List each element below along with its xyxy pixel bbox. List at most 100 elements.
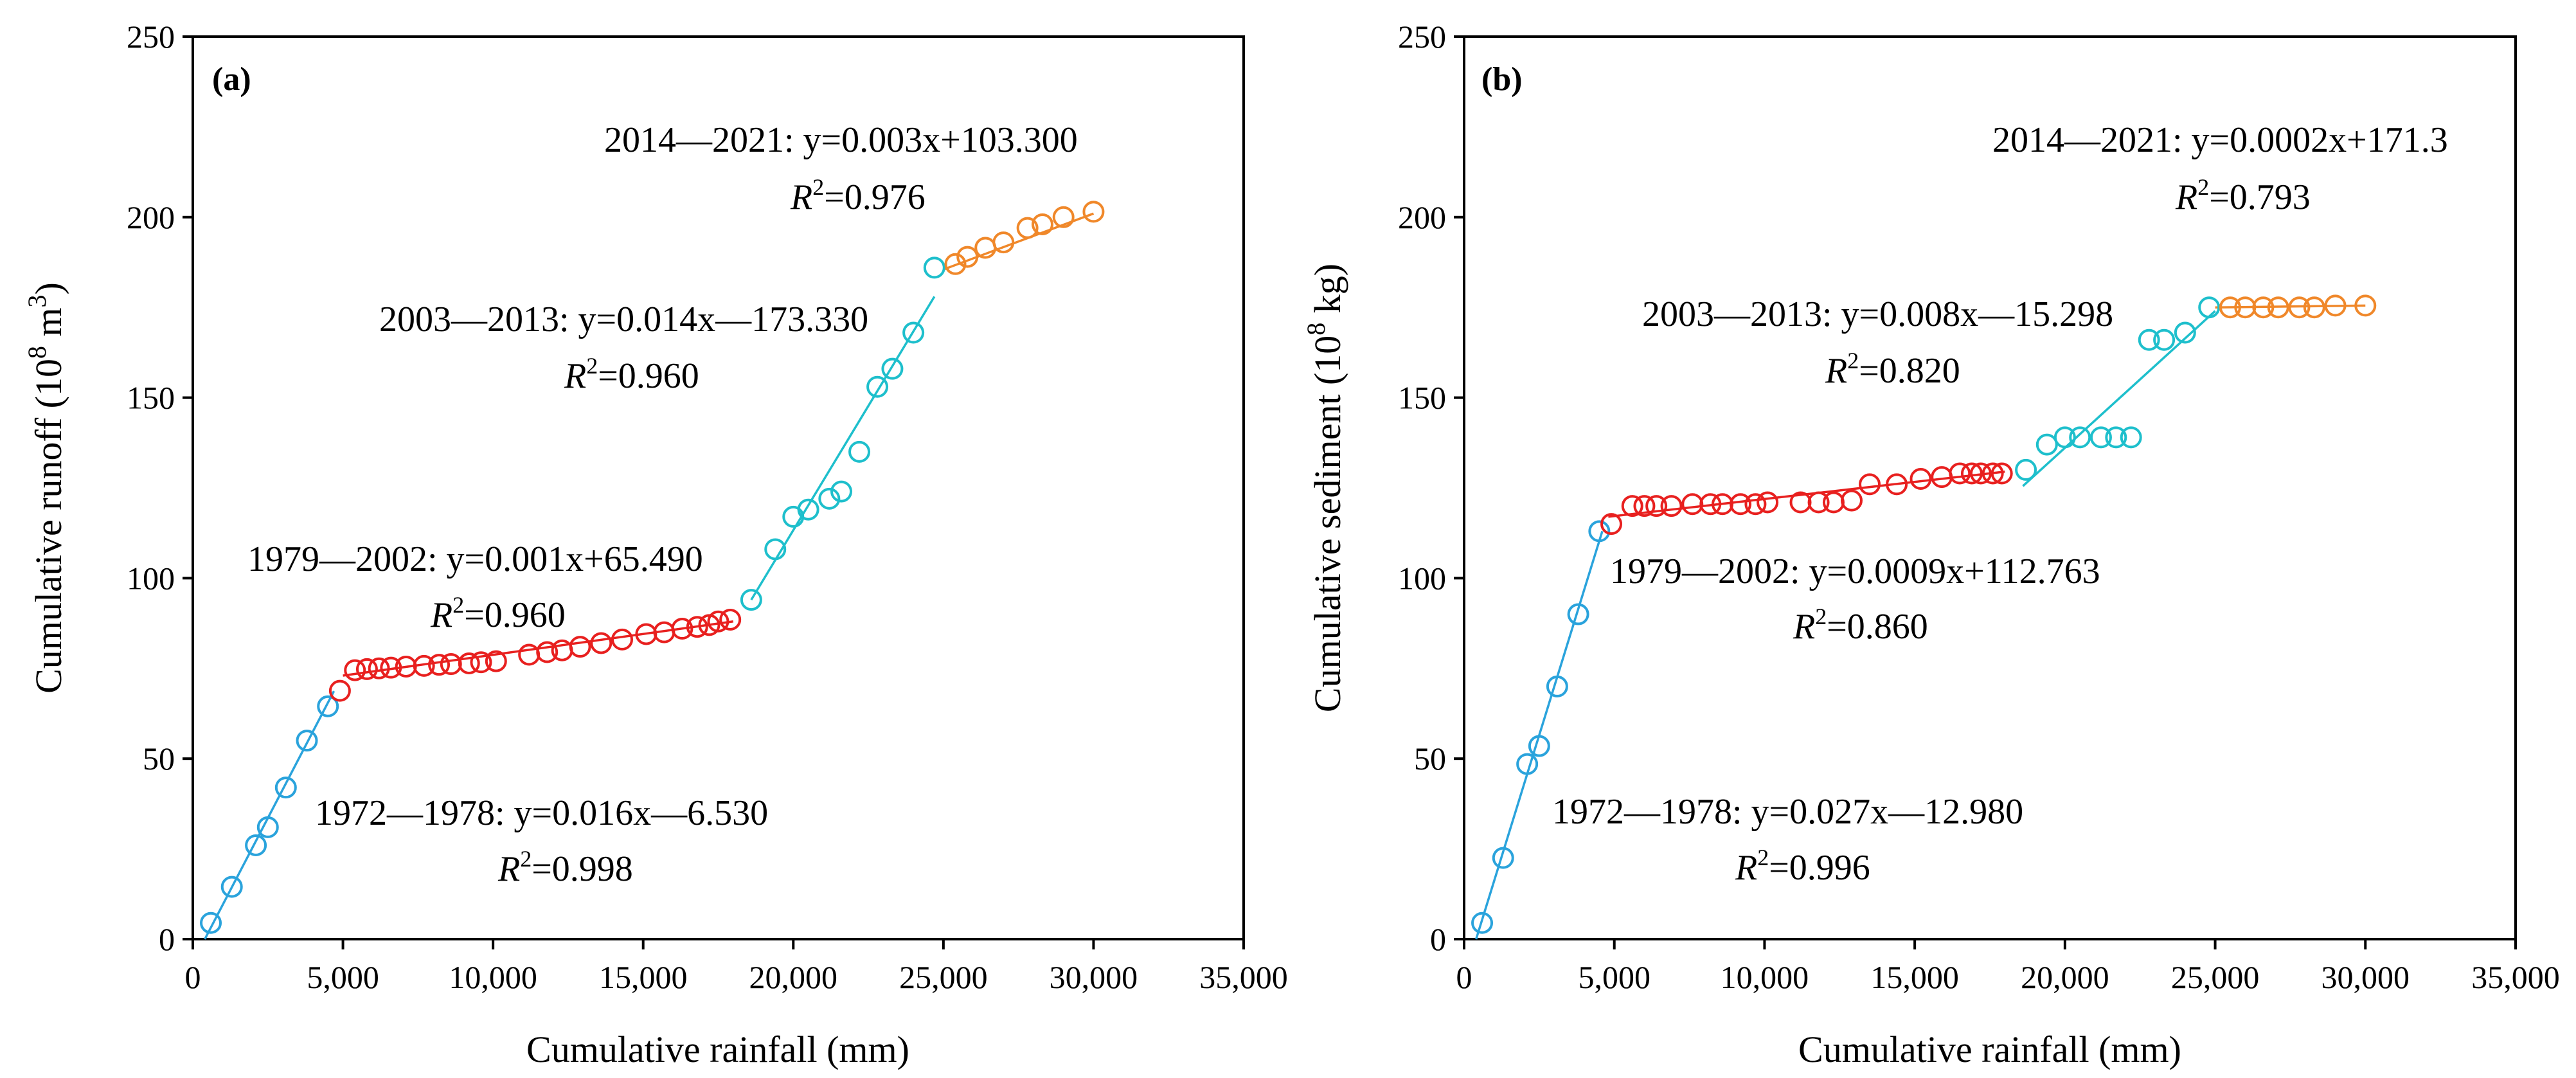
panel-b-r2-1972-1978: R2=0.996	[1735, 845, 1870, 888]
panel-a-point-series-1	[470, 651, 492, 674]
panel-b-point-series-1	[1645, 495, 1668, 517]
panel-b-y-tick-label: 50	[1414, 741, 1446, 777]
panel-a-point-series-1	[707, 610, 729, 633]
panel-a-y-title-exp1: 8	[22, 346, 51, 359]
panel-a-x-tick-label: 5,000	[307, 959, 379, 995]
panel-b-points	[1471, 294, 2377, 934]
panel-b-frame	[1463, 35, 2517, 940]
panel-a-ticks: 0 5,000 10,000 15,000 20,000 25,000 30,000 35,0…	[127, 19, 1288, 995]
panel-a-point-series-2	[923, 256, 945, 279]
panel-b-point-series-1	[1600, 513, 1623, 535]
panel-a-point-series-3	[1016, 217, 1039, 239]
panel-a-r2-value-1979-2002: =0.960	[464, 595, 566, 635]
panel-a-fit-line-series-3	[943, 212, 1095, 271]
panel-b-point-series-1	[1757, 491, 1779, 514]
panel-a-point-series-3	[1032, 213, 1054, 236]
panel-a-point-series-3	[992, 231, 1015, 254]
panel-a-point-series-0	[220, 876, 243, 898]
panel-a-point-series-2	[881, 357, 904, 380]
panel-b-r2-value-2014-2021: =0.793	[2209, 177, 2311, 217]
panel-b-point-series-1	[1859, 473, 1881, 496]
panel-b-x-tick-label: 15,000	[1870, 959, 1959, 995]
panel-a-point-series-1	[611, 628, 634, 651]
panel-a-point-series-2	[740, 589, 762, 611]
panel-b-point-series-2	[2069, 426, 2091, 449]
panel-a-y-title-mid: m	[28, 307, 69, 346]
panel-a-point-series-0	[200, 912, 222, 934]
panel-a-point-series-2	[797, 498, 819, 521]
panel-b-x-tick-label: 30,000	[2321, 959, 2410, 995]
panel-b-point-series-2	[2089, 426, 2112, 449]
panel-a-point-series-1	[428, 654, 451, 676]
panel-b-point-series-3	[2354, 294, 2377, 317]
panel-a-point-series-2	[830, 480, 853, 503]
panel-a-point-series-1	[368, 657, 390, 679]
panel-b-point-series-3	[2288, 296, 2311, 319]
panel-b-point-series-1	[1949, 462, 1971, 485]
panel-a-point-series-1	[485, 650, 507, 672]
panel-a-point-series-1	[440, 653, 462, 676]
panel-a-y-tick-label: 50	[143, 741, 175, 777]
panel-b-r2-value-1979-2002: =0.860	[1827, 607, 1928, 647]
panel-a-x-tick-label: 15,000	[599, 959, 688, 995]
panel-a-x-tick-label: 0	[185, 959, 201, 995]
panel-b-point-series-1	[1886, 473, 1908, 496]
panel-b-point-series-1	[1981, 462, 2004, 485]
panel-a-eq-1972-1978: 1972—1978: y=0.016x—6.530	[315, 793, 768, 833]
panel-b-eq-1972-1978: 1972—1978: y=0.027x—12.980	[1552, 792, 2023, 832]
panel-a-point-series-2	[848, 440, 871, 463]
panel-a-point-series-1	[719, 608, 742, 631]
panel-a-point-series-0	[245, 834, 267, 856]
panel-b-r2-value-1972-1978: =0.996	[1769, 848, 1870, 888]
panel-b-x-axis-title: Cumulative rainfall (mm)	[1798, 1029, 2181, 1070]
panel-b-point-series-2	[2153, 328, 2176, 351]
panel-b-point-series-1	[1840, 489, 1863, 512]
panel-b-point-series-2	[2138, 328, 2160, 351]
panel-b-y-title-mid: kg)	[1307, 264, 1348, 323]
panel-b-point-series-2	[2120, 426, 2142, 449]
panel-b-point-series-1	[1910, 467, 1932, 490]
panel-b-r2-value-2003-2013: =0.820	[1859, 351, 1960, 391]
panel-b-point-series-2	[2105, 426, 2127, 449]
panel-b-r2-1979-2002: R2=0.860	[1793, 604, 1928, 647]
panel-b-point-series-2	[2035, 433, 2058, 456]
panel-b-point-series-3	[2252, 296, 2275, 319]
panel-b-point-series-1	[1621, 495, 1643, 517]
panel-a-point-series-1	[686, 616, 708, 638]
panel-a-r2-1972-1978: R2=0.998	[497, 846, 633, 889]
panel-a-point-series-3	[956, 246, 979, 268]
panel-a-x-tick-label: 25,000	[899, 959, 988, 995]
panel-b-label: (b)	[1481, 61, 1523, 98]
panel-a-point-series-1	[328, 679, 351, 702]
panel-a-r2-1979-2002: R2=0.960	[430, 592, 566, 635]
panel-a-r2-2003-2013: R2=0.960	[564, 353, 699, 396]
panel-a-point-series-1	[518, 643, 541, 666]
panel-a-eq-1979-2002: 1979—2002: y=0.001x+65.490	[247, 539, 703, 579]
panel-a-point-series-3	[944, 253, 967, 275]
panel-a-point-series-2	[866, 375, 889, 398]
panel-b-ticks: 0 5,000 10,000 15,000 20,000 25,000 30,000 35,0…	[1398, 19, 2560, 995]
panel-b-point-series-0	[1492, 847, 1514, 869]
panel-a-point-series-0	[296, 730, 318, 752]
panel-a-point-series-3	[1052, 206, 1075, 228]
panel-a-x-tick-label: 35,000	[1199, 959, 1288, 995]
panel-b-point-series-2	[2053, 426, 2076, 449]
panel-b-point-series-1	[1960, 462, 1983, 485]
panel-a-y-tick-label: 200	[127, 199, 175, 235]
panel-b-x-tick-label: 20,000	[2021, 959, 2109, 995]
panel-b-y-title-exp1: 8	[1301, 323, 1330, 336]
panel-a-r2-2014-2021: R2=0.976	[790, 174, 926, 217]
panel-a-point-series-3	[1082, 201, 1105, 223]
panel-b-y-tick-label: 250	[1398, 19, 1446, 55]
panel-a-point-series-1	[458, 652, 480, 674]
panel-b-x-tick-label: 0	[1456, 959, 1472, 995]
panel-b-y-tick-label: 150	[1398, 380, 1446, 416]
panel-a-y-axis-title: Cumulative runoff (108 m3)	[22, 282, 69, 694]
panel-b-point-series-0	[1471, 912, 1494, 934]
panel-a-y-tick-label: 100	[127, 560, 175, 596]
panel-a-x-tick-label: 20,000	[749, 959, 838, 995]
panel-b-x-tick-label: 5,000	[1578, 959, 1650, 995]
panel-a-point-series-1	[590, 632, 613, 654]
panel-b-sediment: 0 5,000 10,000 15,000 20,000 25,000 30,000 35,0…	[1301, 19, 2560, 1070]
